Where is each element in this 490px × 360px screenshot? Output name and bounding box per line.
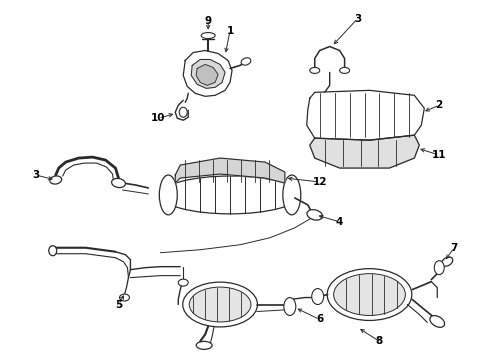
Text: 8: 8 — [376, 336, 383, 346]
Ellipse shape — [201, 32, 215, 39]
Text: 3: 3 — [32, 170, 39, 180]
Ellipse shape — [120, 294, 129, 301]
Ellipse shape — [334, 274, 405, 315]
Ellipse shape — [430, 316, 444, 327]
Polygon shape — [191, 59, 225, 88]
Polygon shape — [196, 64, 218, 85]
Text: 1: 1 — [226, 26, 234, 36]
Ellipse shape — [179, 107, 187, 117]
Text: 9: 9 — [205, 15, 212, 26]
Ellipse shape — [160, 176, 300, 214]
Ellipse shape — [241, 58, 251, 65]
Polygon shape — [307, 90, 424, 140]
Text: 7: 7 — [450, 243, 458, 253]
Ellipse shape — [183, 282, 257, 327]
Text: 10: 10 — [151, 113, 166, 123]
Text: 6: 6 — [316, 314, 323, 324]
Text: 12: 12 — [313, 177, 327, 187]
Ellipse shape — [196, 341, 212, 349]
Text: 3: 3 — [354, 14, 361, 24]
Polygon shape — [183, 50, 232, 96]
Ellipse shape — [327, 269, 412, 320]
Ellipse shape — [310, 67, 319, 73]
Ellipse shape — [283, 175, 301, 215]
Ellipse shape — [307, 210, 322, 220]
Polygon shape — [310, 135, 419, 168]
Ellipse shape — [340, 67, 349, 73]
Ellipse shape — [112, 179, 125, 188]
Text: 4: 4 — [336, 217, 343, 227]
Polygon shape — [175, 158, 285, 183]
Ellipse shape — [49, 246, 57, 256]
Text: 2: 2 — [436, 100, 443, 110]
Ellipse shape — [312, 289, 324, 305]
Ellipse shape — [50, 176, 62, 184]
Ellipse shape — [441, 257, 453, 266]
Ellipse shape — [189, 287, 251, 322]
Ellipse shape — [159, 175, 177, 215]
Ellipse shape — [178, 279, 188, 286]
Ellipse shape — [284, 298, 296, 315]
Text: 5: 5 — [115, 300, 122, 310]
Ellipse shape — [434, 261, 444, 275]
Text: 11: 11 — [432, 150, 446, 160]
